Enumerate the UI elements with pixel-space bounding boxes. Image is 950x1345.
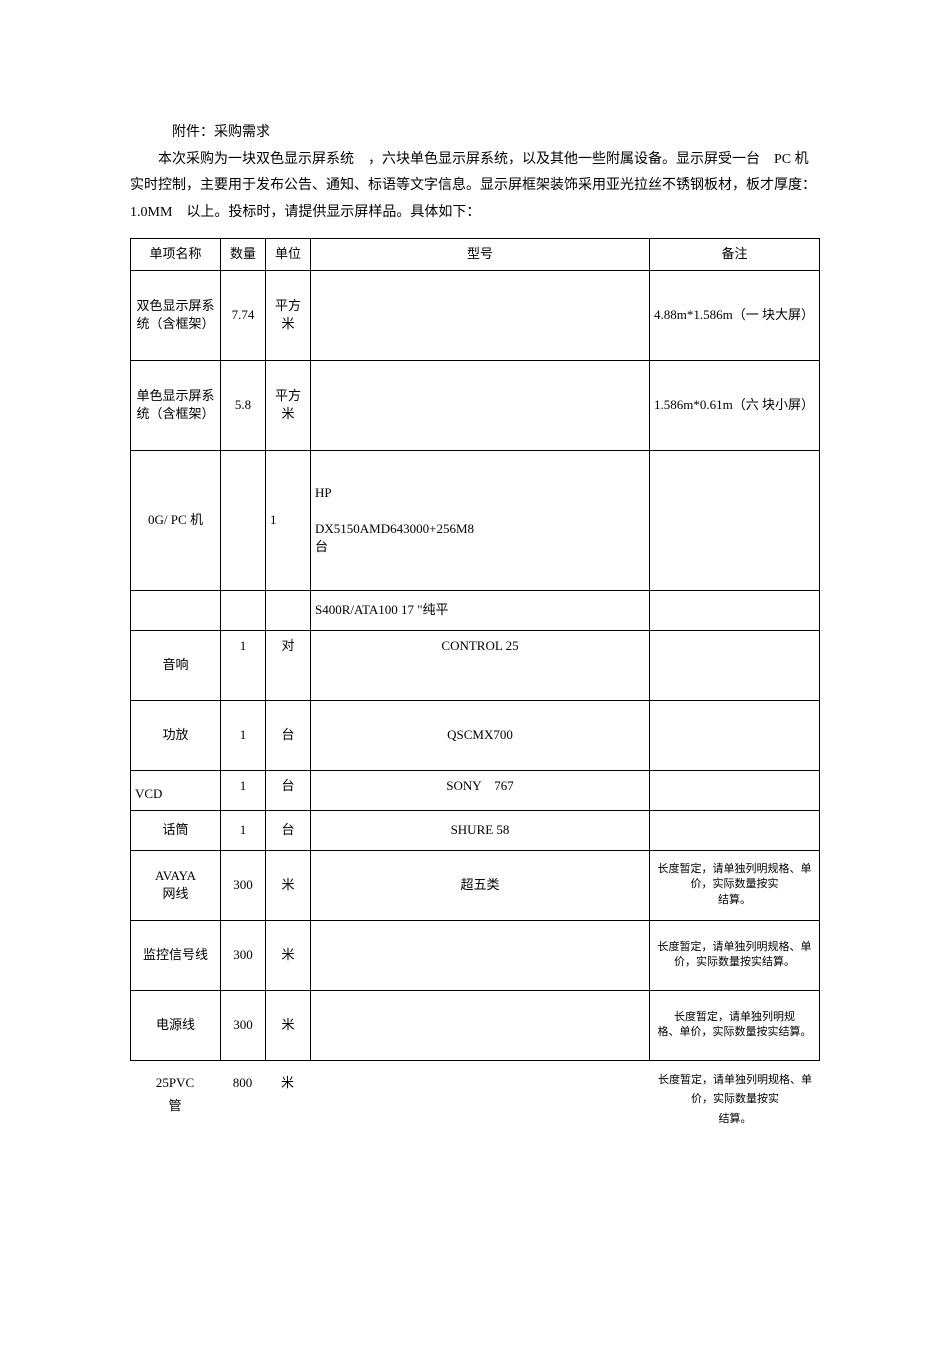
cell-name: 电源线	[131, 990, 221, 1060]
below-unit: 米	[265, 1069, 310, 1132]
cell-name: AVAYA 网线	[131, 850, 221, 920]
cell-name: 功放	[131, 700, 221, 770]
table-row: 监控信号线 300 米 长度暂定，请单独列明规格、单价，实际数量按实结算。	[131, 920, 820, 990]
cell-name: 双色显示屏系统（含框架）	[131, 270, 221, 360]
cell-name: 音响	[131, 630, 221, 700]
cell-model	[311, 920, 650, 990]
cell-model: SONY 767	[311, 770, 650, 810]
procurement-table: 单项名称 数量 单位 型号 备注 双色显示屏系统（含框架） 7.74 平方米 4…	[130, 238, 820, 1060]
cell-qty: 300	[221, 850, 266, 920]
table-row: 电源线 300 米 长度暂定，请单独列明规 格、单价，实际数量按实结算。	[131, 990, 820, 1060]
header-model: 型号	[311, 239, 650, 270]
cell-unit: 台	[266, 810, 311, 850]
cell-remark	[650, 770, 820, 810]
cell-unit: 米	[266, 990, 311, 1060]
header-qty: 数量	[221, 239, 266, 270]
cell-remark: 1.586m*0.61m（六 块小屏）	[650, 360, 820, 450]
cell-name: 单色显示屏系统（含框架）	[131, 360, 221, 450]
cell-name: 0G/ PC 机	[131, 450, 221, 590]
cell-remark: 长度暂定，请单独列明规格、单价，实际数量按实结算。	[650, 920, 820, 990]
cell-model	[311, 990, 650, 1060]
below-name: 25PVC 管	[130, 1069, 220, 1132]
cell-qty: 1	[221, 770, 266, 810]
table-row: 功放 1 台 QSCMX700	[131, 700, 820, 770]
cell-qty: 5.8	[221, 360, 266, 450]
cell-unit	[266, 590, 311, 630]
table-row: 话筒 1 台 SHURE 58	[131, 810, 820, 850]
cell-qty	[221, 450, 266, 590]
intro-body: 本次采购为一块双色显示屏系统 ，六块单色显示屏系统，以及其他一些附属设备。显示屏…	[130, 147, 820, 227]
cell-model: S400R/ATA100 17 "纯平	[311, 590, 650, 630]
cell-remark	[650, 450, 820, 590]
cell-unit: 平方米	[266, 270, 311, 360]
cell-name	[131, 590, 221, 630]
cell-qty: 300	[221, 990, 266, 1060]
intro-section: 附件：采购需求 本次采购为一块双色显示屏系统 ，六块单色显示屏系统，以及其他一些…	[130, 120, 820, 226]
intro-title: 附件：采购需求	[130, 120, 820, 147]
cell-remark	[650, 700, 820, 770]
below-table-row: 25PVC 管 800 米 长度暂定，请单独列明规格、单价，实际数量按实 结算。	[130, 1069, 820, 1132]
cell-qty: 7.74	[221, 270, 266, 360]
cell-remark: 长度暂定，请单独列明规格、单价，实际数量按实 结算。	[650, 850, 820, 920]
table-row: 单色显示屏系统（含框架） 5.8 平方米 1.586m*0.61m（六 块小屏）	[131, 360, 820, 450]
cell-remark	[650, 590, 820, 630]
cell-model	[311, 270, 650, 360]
cell-remark: 长度暂定，请单独列明规 格、单价，实际数量按实结算。	[650, 990, 820, 1060]
cell-model: QSCMX700	[311, 700, 650, 770]
cell-name: 监控信号线	[131, 920, 221, 990]
table-row: 0G/ PC 机 1 HP DX5150AMD643000+256M8 台	[131, 450, 820, 590]
table-row: 音响 1 对 CONTROL 25	[131, 630, 820, 700]
cell-model: HP DX5150AMD643000+256M8 台	[311, 450, 650, 590]
cell-qty: 1	[221, 810, 266, 850]
cell-qty: 1	[221, 700, 266, 770]
cell-unit: 台	[266, 770, 311, 810]
cell-qty: 1	[221, 630, 266, 700]
cell-unit: 米	[266, 920, 311, 990]
cell-name: VCD	[131, 770, 221, 810]
cell-unit: 对	[266, 630, 311, 700]
cell-model: 超五类	[311, 850, 650, 920]
cell-model	[311, 360, 650, 450]
cell-unit: 1	[266, 450, 311, 590]
cell-qty: 300	[221, 920, 266, 990]
cell-qty	[221, 590, 266, 630]
table-header-row: 单项名称 数量 单位 型号 备注	[131, 239, 820, 270]
below-model	[310, 1069, 650, 1132]
cell-unit: 平方米	[266, 360, 311, 450]
header-unit: 单位	[266, 239, 311, 270]
below-qty: 800	[220, 1069, 265, 1132]
cell-remark: 4.88m*1.586m（一 块大屏）	[650, 270, 820, 360]
cell-model: CONTROL 25	[311, 630, 650, 700]
cell-unit: 台	[266, 700, 311, 770]
cell-name: 话筒	[131, 810, 221, 850]
table-row: VCD 1 台 SONY 767	[131, 770, 820, 810]
table-row: 双色显示屏系统（含框架） 7.74 平方米 4.88m*1.586m（一 块大屏…	[131, 270, 820, 360]
header-remark: 备注	[650, 239, 820, 270]
cell-remark	[650, 810, 820, 850]
cell-model: SHURE 58	[311, 810, 650, 850]
cell-unit: 米	[266, 850, 311, 920]
cell-remark	[650, 630, 820, 700]
table-row: S400R/ATA100 17 "纯平	[131, 590, 820, 630]
header-name: 单项名称	[131, 239, 221, 270]
table-row: AVAYA 网线 300 米 超五类 长度暂定，请单独列明规格、单价，实际数量按…	[131, 850, 820, 920]
below-remark: 长度暂定，请单独列明规格、单价，实际数量按实 结算。	[650, 1069, 820, 1132]
